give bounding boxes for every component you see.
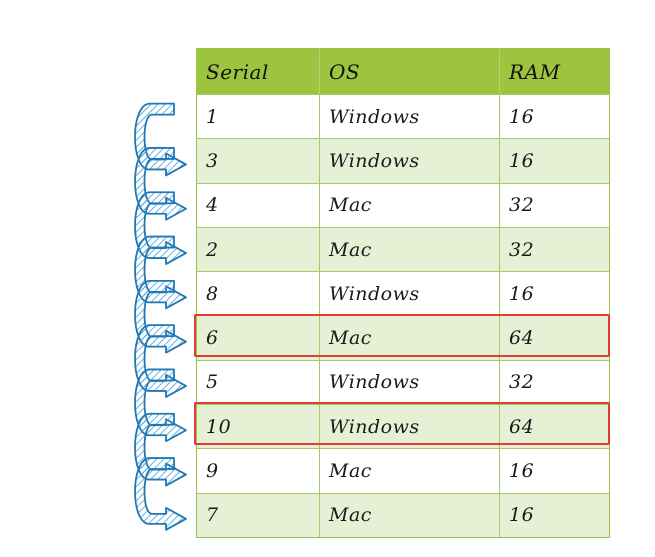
u-turn-arrow-icon — [134, 457, 187, 531]
serial-cell: 9 — [206, 460, 219, 483]
table-row: 5 Windows 32 — [197, 359, 609, 405]
os-cell: Mac — [319, 493, 499, 537]
os-cell: Windows — [319, 95, 499, 139]
serial-cell: 10 — [206, 415, 232, 438]
header-serial: Serial — [206, 59, 269, 84]
serial-cell: 7 — [206, 504, 219, 527]
os-cell: Windows — [319, 272, 499, 316]
table-row: 1 Windows 16 — [197, 94, 609, 139]
os-cell: Mac — [319, 227, 499, 272]
ram-cell: 16 — [499, 95, 609, 139]
ram-cell: 16 — [499, 449, 609, 493]
table-header-row: Serial OS RAM — [197, 49, 609, 94]
serial-cell: 3 — [206, 149, 219, 172]
table-row: 3 Windows 16 — [197, 138, 609, 183]
serial-cell: 6 — [206, 327, 219, 350]
table-row: 8 Windows 16 — [197, 271, 609, 316]
os-cell: Windows — [319, 405, 499, 449]
serial-cell: 8 — [206, 282, 219, 305]
ram-cell: 32 — [499, 360, 609, 405]
ram-cell: 64 — [499, 405, 609, 449]
ram-cell: 16 — [499, 139, 609, 183]
ram-cell: 32 — [499, 183, 609, 227]
os-cell: Windows — [319, 139, 499, 183]
table-row: 10 Windows 64 — [197, 404, 609, 449]
os-cell: Windows — [319, 360, 499, 405]
serial-cell: 4 — [206, 194, 219, 217]
header-ram: RAM — [499, 49, 609, 94]
table-row: 6 Mac 64 — [197, 315, 609, 360]
table-row: 4 Mac 32 — [197, 182, 609, 227]
table-row: 9 Mac 16 — [197, 448, 609, 493]
serial-cell: 5 — [206, 371, 219, 394]
table-row: 2 Mac 32 — [197, 226, 609, 272]
table-row: 7 Mac 16 — [197, 492, 609, 537]
serial-cell: 1 — [206, 105, 219, 128]
ram-cell: 16 — [499, 272, 609, 316]
os-cell: Mac — [319, 316, 499, 360]
os-cell: Mac — [319, 183, 499, 227]
ram-cell: 16 — [499, 493, 609, 537]
ram-cell: 32 — [499, 227, 609, 272]
ram-cell: 64 — [499, 316, 609, 360]
data-table: Serial OS RAM 1 Windows 16 3 Windows 16 4 Mac 32… — [196, 48, 610, 538]
serial-cell: 2 — [206, 238, 219, 261]
header-os: OS — [319, 49, 499, 94]
os-cell: Mac — [319, 449, 499, 493]
